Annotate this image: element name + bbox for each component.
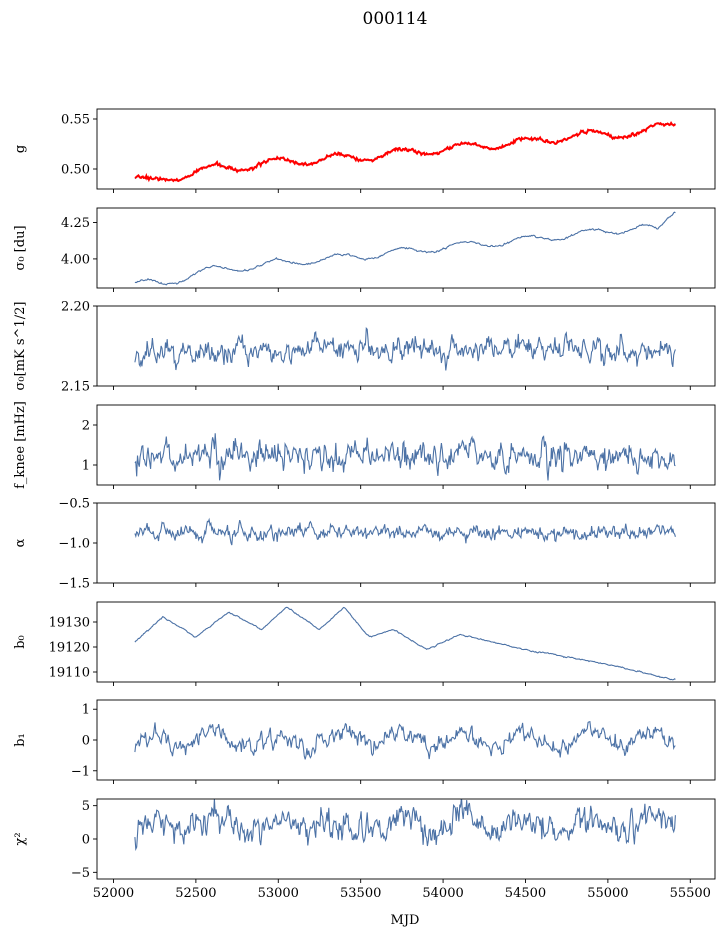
y-tick-label-alpha: −0.5	[58, 497, 90, 512]
y-tick-label-b0: 19120	[49, 641, 90, 656]
x-tick-label: 53500	[340, 886, 381, 901]
y-tick-label-sigma0_du: 4.00	[61, 252, 90, 267]
y-tick-label-chi2: 0	[82, 833, 90, 848]
x-tick-label: 55500	[670, 886, 711, 901]
y-tick-label-g: 0.55	[61, 113, 90, 128]
series-line-sigma0_du	[134, 211, 676, 286]
axes-frame-fknee	[96, 404, 716, 486]
x-tick-label: 55000	[587, 886, 628, 901]
y-tick-label-chi2: 5	[82, 799, 90, 814]
x-tick-label: 52000	[93, 886, 134, 901]
series-line-chi2	[134, 799, 676, 852]
axes-frame-g	[96, 108, 716, 190]
subplot-b1: −1 0 1 b₁	[13, 699, 716, 784]
y-tick-label-b0: 19110	[49, 666, 90, 681]
subplot-stack: 0.50 0.55 g 4.00 4.25 σ₀ [du] 2.15 2.20 σ₀[mK s^…	[13, 108, 716, 901]
y-axis-label-sigma0_du: σ₀ [du]	[13, 225, 28, 270]
y-axis-label-sigma0_mk: σ₀[mK s^1/2]	[13, 302, 28, 391]
y-tick-label-alpha: −1.5	[58, 577, 90, 592]
x-tick-label: 52500	[175, 886, 216, 901]
series-line-sigma0_mk	[134, 327, 676, 371]
y-tick-label-b1: 0	[82, 734, 90, 749]
subplot-fknee: 1 2 f_knee [mHz]	[13, 401, 716, 489]
x-tick-label: 54000	[422, 886, 463, 901]
y-axis-label-alpha: α	[13, 538, 28, 547]
y-tick-label-sigma0_mk: 2.15	[61, 380, 90, 395]
y-tick-label-sigma0_du: 4.25	[61, 216, 90, 231]
axes-frame-sigma0_mk	[96, 305, 716, 387]
figure-title: 000114	[363, 9, 428, 29]
subplot-sigma0_du: 4.00 4.25 σ₀ [du]	[13, 207, 716, 292]
series-line-alpha	[134, 517, 676, 546]
y-tick-label-chi2: −5	[71, 866, 90, 881]
y-tick-label-sigma0_mk: 2.20	[61, 300, 90, 315]
axes-frame-sigma0_du	[96, 207, 716, 289]
x-tick-label: 54500	[505, 886, 546, 901]
axes-frame-b0	[96, 601, 716, 683]
x-axis-label: MJD	[391, 913, 420, 928]
subplot-chi2: −5 0 5 52000 52500 53000 53500 54000 54500 55000 5…	[13, 798, 716, 901]
y-tick-label-b1: 1	[82, 703, 90, 718]
y-tick-label-fknee: 2	[82, 419, 90, 434]
subplot-alpha: −1.5 −1.0 −0.5 α	[13, 497, 716, 592]
axes-frame-alpha	[96, 502, 716, 584]
series-overlay-g	[134, 121, 677, 183]
y-tick-label-b0: 19130	[49, 616, 90, 631]
series-line-fknee	[134, 433, 676, 481]
y-axis-label-g: g	[13, 145, 28, 153]
y-tick-label-fknee: 1	[82, 459, 90, 474]
y-tick-label-b1: −1	[71, 764, 90, 779]
y-tick-label-alpha: −1.0	[58, 537, 90, 552]
subplot-g: 0.50 0.55 g	[13, 108, 716, 193]
subplot-sigma0_mk: 2.15 2.20 σ₀[mK s^1/2]	[13, 300, 716, 395]
x-tick-label: 53000	[258, 886, 299, 901]
series-line-b0	[134, 606, 676, 681]
y-axis-label-b0: b₀	[13, 635, 28, 649]
subplot-b0: 19110 19120 19130 b₀	[13, 601, 716, 686]
y-axis-label-b1: b₁	[13, 733, 28, 747]
y-axis-label-fknee: f_knee [mHz]	[13, 401, 28, 489]
y-tick-label-g: 0.50	[61, 163, 90, 178]
series-line-b1	[134, 721, 676, 760]
y-axis-label-chi2: χ²	[13, 832, 28, 845]
